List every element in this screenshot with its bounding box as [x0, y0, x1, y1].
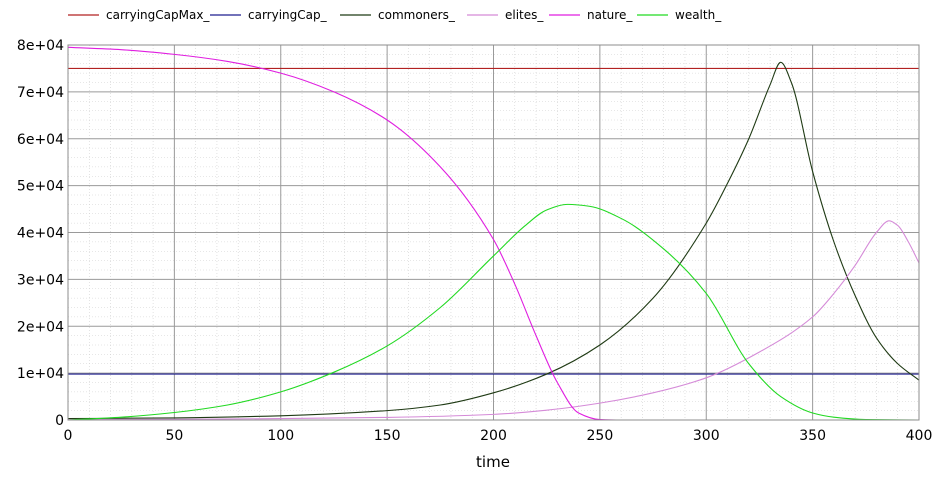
legend-label: commoners_	[378, 8, 456, 22]
major-grid	[68, 45, 919, 420]
x-tick-label: 150	[374, 428, 401, 444]
y-tick-label: 4e+04	[17, 226, 64, 242]
x-tick-label: 250	[587, 428, 614, 444]
legend-label: elites_	[505, 8, 544, 22]
legend-label: wealth_	[675, 8, 722, 22]
legend: carryingCapMax_ carryingCap_ commoners_ eli…	[68, 8, 722, 22]
y-tick-label: 6e+04	[17, 132, 64, 148]
plot-frame	[67, 44, 920, 421]
y-tick-label: 3e+04	[17, 272, 64, 288]
legend-label: nature_	[587, 8, 633, 22]
x-tick-label: 100	[267, 428, 294, 444]
minor-grid	[68, 45, 919, 420]
x-tick-label: 200	[480, 428, 507, 444]
series-line-elites	[67, 220, 920, 421]
x-axis-ticks: 0 50 100 150 200 250 300 350 400	[64, 428, 933, 444]
y-tick-label: 7e+04	[17, 85, 64, 101]
y-axis-ticks: 0 1e+04 2e+04 3e+04 4e+04 5e+04 6e+04 7e+04 8e+0…	[17, 38, 64, 429]
y-tick-label: 2e+04	[17, 319, 64, 335]
y-tick-label: 8e+04	[17, 38, 64, 54]
y-tick-label: 5e+04	[17, 179, 64, 195]
x-tick-label: 350	[799, 428, 826, 444]
x-tick-label: 400	[906, 428, 933, 444]
series-line-commoners	[67, 61, 920, 420]
series-line-wealth	[67, 203, 920, 421]
x-tick-label: 50	[165, 428, 183, 444]
y-tick-label: 1e+04	[17, 366, 64, 382]
x-tick-label: 300	[693, 428, 720, 444]
legend-label: carryingCap_	[248, 8, 328, 22]
y-tick-label: 0	[55, 413, 64, 429]
x-tick-label: 0	[64, 428, 73, 444]
legend-label: carryingCapMax_	[106, 8, 210, 22]
x-axis-title: time	[476, 453, 510, 471]
